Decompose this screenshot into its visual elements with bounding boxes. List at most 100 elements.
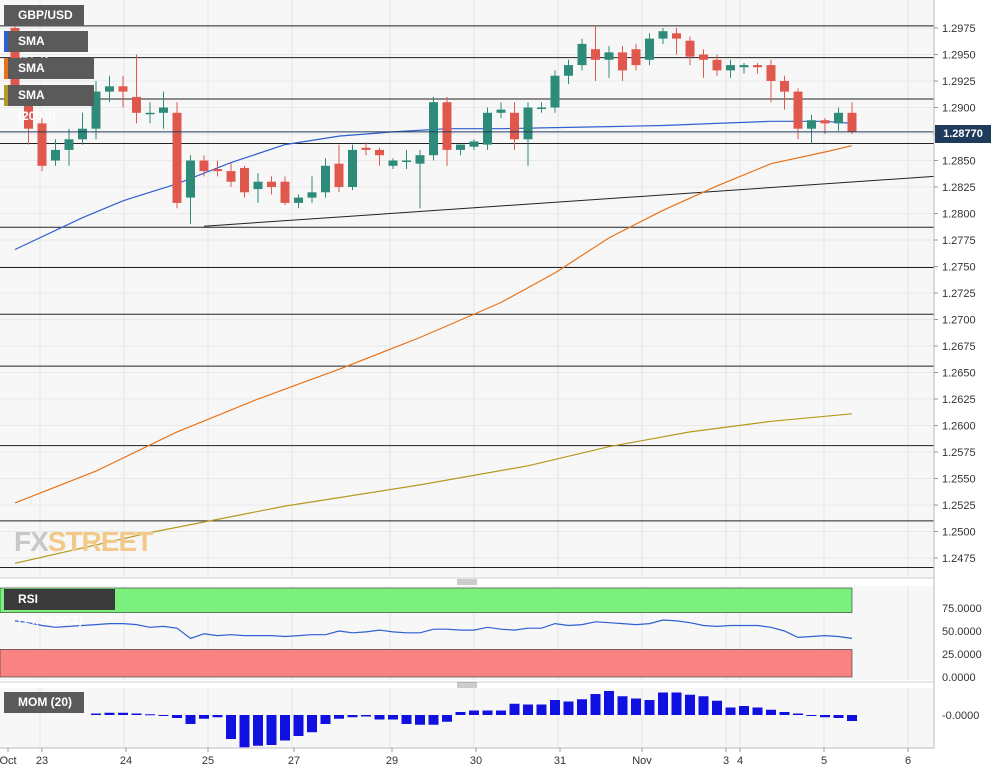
candle-body bbox=[550, 75, 560, 108]
candle-body bbox=[37, 123, 47, 166]
candle-body bbox=[726, 65, 735, 71]
x-tick-label: 5 bbox=[821, 755, 827, 767]
candle-body bbox=[658, 31, 668, 39]
mom-bar bbox=[185, 715, 196, 724]
fxstreet-logo: FXSTREET bbox=[14, 526, 153, 558]
sma200-line bbox=[14, 413, 853, 564]
rsi-oversold-band bbox=[0, 649, 853, 678]
mom-bar bbox=[145, 714, 155, 716]
candle-body bbox=[159, 107, 168, 113]
candle-body bbox=[496, 109, 506, 113]
sma100-line bbox=[14, 145, 853, 504]
mom-bar bbox=[104, 712, 115, 715]
candle-body bbox=[807, 120, 816, 129]
candle-body bbox=[375, 149, 384, 156]
y-tick-label: 1.2650 bbox=[942, 368, 976, 380]
candle-body bbox=[834, 112, 843, 124]
y-tick-label: 1.2500 bbox=[942, 527, 976, 539]
mom-bar bbox=[590, 694, 601, 715]
mom-bar bbox=[347, 715, 358, 718]
y-tick-label: 1.2775 bbox=[942, 235, 976, 247]
candle-body bbox=[267, 181, 276, 187]
rsi-legend[interactable]: RSI (14,70,30,1) bbox=[4, 589, 115, 627]
candle-body bbox=[145, 112, 155, 115]
mom-bar bbox=[131, 713, 142, 715]
candle-body bbox=[780, 81, 789, 92]
mom-bar bbox=[523, 704, 533, 715]
candle-body bbox=[577, 43, 587, 66]
y-tick-label: 1.2600 bbox=[942, 421, 976, 433]
mom-bar bbox=[469, 710, 479, 715]
candle-body bbox=[537, 107, 546, 109]
y-tick-label: 1.2550 bbox=[942, 474, 976, 486]
mom-bar bbox=[482, 710, 493, 715]
candle-body bbox=[78, 128, 87, 140]
mom-bar bbox=[833, 715, 844, 718]
mom-bar bbox=[266, 715, 277, 745]
candle-body bbox=[105, 86, 114, 92]
mom-bar bbox=[766, 709, 776, 715]
candle-body bbox=[402, 160, 411, 162]
candle-body bbox=[253, 181, 263, 190]
sma100-legend[interactable]: SMA (100,0) bbox=[4, 58, 94, 96]
y-tick-label: 1.2925 bbox=[942, 76, 976, 88]
candle-body bbox=[483, 112, 492, 145]
mom-bar bbox=[496, 710, 506, 715]
candle-body bbox=[672, 33, 681, 39]
y-tick-label: 1.2475 bbox=[942, 553, 976, 565]
mom-bar bbox=[253, 715, 263, 746]
candle-body bbox=[631, 49, 641, 66]
candle-body bbox=[847, 112, 857, 132]
candle-body bbox=[213, 168, 222, 172]
mom-bar bbox=[644, 700, 655, 715]
candle-body bbox=[429, 102, 438, 156]
rsi-y-tick-label: 50.0000 bbox=[942, 626, 982, 638]
mom-legend[interactable]: MOM (20) bbox=[4, 692, 84, 713]
mom-bar bbox=[442, 715, 452, 722]
sma200-legend[interactable]: SMA (200,0) bbox=[4, 85, 94, 123]
y-tick-label: 1.2725 bbox=[942, 288, 976, 300]
mom-bar bbox=[658, 692, 668, 715]
y-tick-label: 1.2825 bbox=[942, 182, 976, 194]
y-tick-label: 1.2675 bbox=[942, 341, 976, 353]
mom-bar bbox=[631, 698, 641, 715]
mom-bar bbox=[820, 715, 830, 718]
x-tick-label: Oct bbox=[0, 755, 17, 767]
candle-body bbox=[564, 65, 573, 76]
sma50-legend[interactable]: SMA (50,0) bbox=[4, 31, 88, 69]
mom-bar bbox=[685, 694, 695, 715]
x-tick-label: 6 bbox=[905, 755, 911, 767]
sma50-swatch bbox=[4, 31, 8, 52]
trendline bbox=[203, 175, 935, 227]
x-tick-label: 27 bbox=[288, 755, 300, 767]
y-tick-label: 1.2975 bbox=[942, 23, 976, 35]
main-panel-bg bbox=[0, 0, 934, 578]
x-tick-label: 29 bbox=[386, 755, 398, 767]
x-tick-label: 30 bbox=[470, 755, 482, 767]
mom-bar bbox=[320, 715, 331, 724]
current-price-badge: 1.28770 bbox=[935, 125, 991, 143]
y-tick-label: 1.2900 bbox=[942, 103, 976, 115]
mom-bar bbox=[118, 712, 128, 715]
x-tick-label: 23 bbox=[36, 755, 48, 767]
mom-bar bbox=[280, 715, 290, 741]
mom-bar bbox=[793, 713, 803, 715]
instrument-label[interactable]: GBP/USD bbox=[4, 5, 84, 26]
candle-body bbox=[712, 59, 722, 71]
candle-body bbox=[793, 91, 803, 129]
x-tick-label: Nov bbox=[632, 755, 652, 767]
mom-y-tick-label: -0.0000 bbox=[942, 710, 979, 722]
candle-body bbox=[294, 197, 303, 203]
mom-bar bbox=[752, 707, 763, 715]
mom-bar bbox=[847, 715, 857, 721]
x-tick-label: 31 bbox=[554, 755, 566, 767]
x-tick-label: 3 bbox=[723, 755, 729, 767]
sma200-swatch bbox=[4, 85, 8, 106]
candle-body bbox=[510, 112, 519, 140]
rsi-y-tick-label: 25.0000 bbox=[942, 649, 982, 661]
candle-body bbox=[766, 65, 776, 81]
rsi-legend-label: RSI (14,70,30,1) bbox=[18, 592, 83, 627]
y-tick-label: 1.2525 bbox=[942, 500, 976, 512]
candle-body bbox=[64, 139, 74, 150]
